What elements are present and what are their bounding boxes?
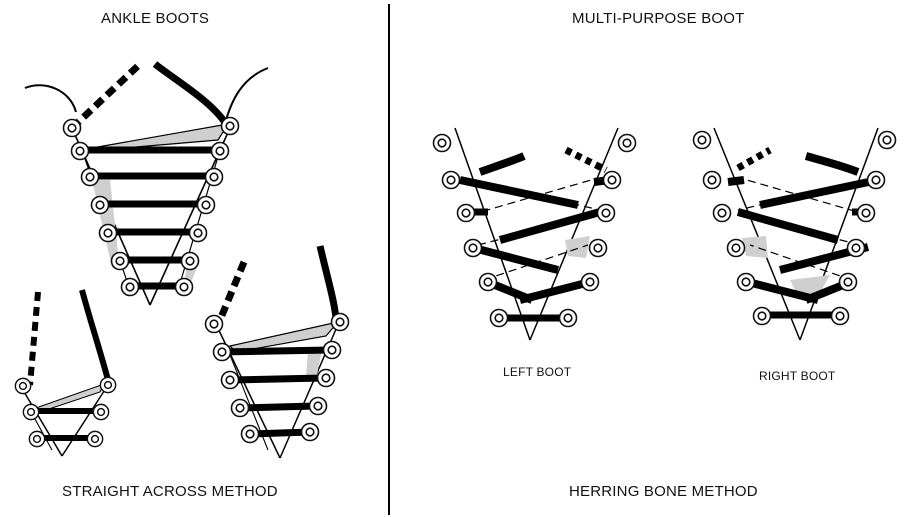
herring-bone-method-caption: HERRING BONE METHOD bbox=[569, 483, 758, 500]
ankle-boot-medium bbox=[213, 245, 341, 459]
right-boot-label: RIGHT BOOT bbox=[759, 369, 836, 383]
left-boot-label: LEFT BOOT bbox=[503, 365, 572, 379]
ankle-boots-heading: ANKLE BOOTS bbox=[101, 10, 210, 27]
left-boot bbox=[454, 127, 619, 341]
straight-across-method-caption: STRAIGHT ACROSS METHOD bbox=[62, 483, 278, 500]
ankle-boot-large bbox=[24, 61, 269, 306]
multi-purpose-boot-heading: MULTI-PURPOSE BOOT bbox=[572, 10, 745, 27]
right-boot bbox=[713, 127, 879, 341]
